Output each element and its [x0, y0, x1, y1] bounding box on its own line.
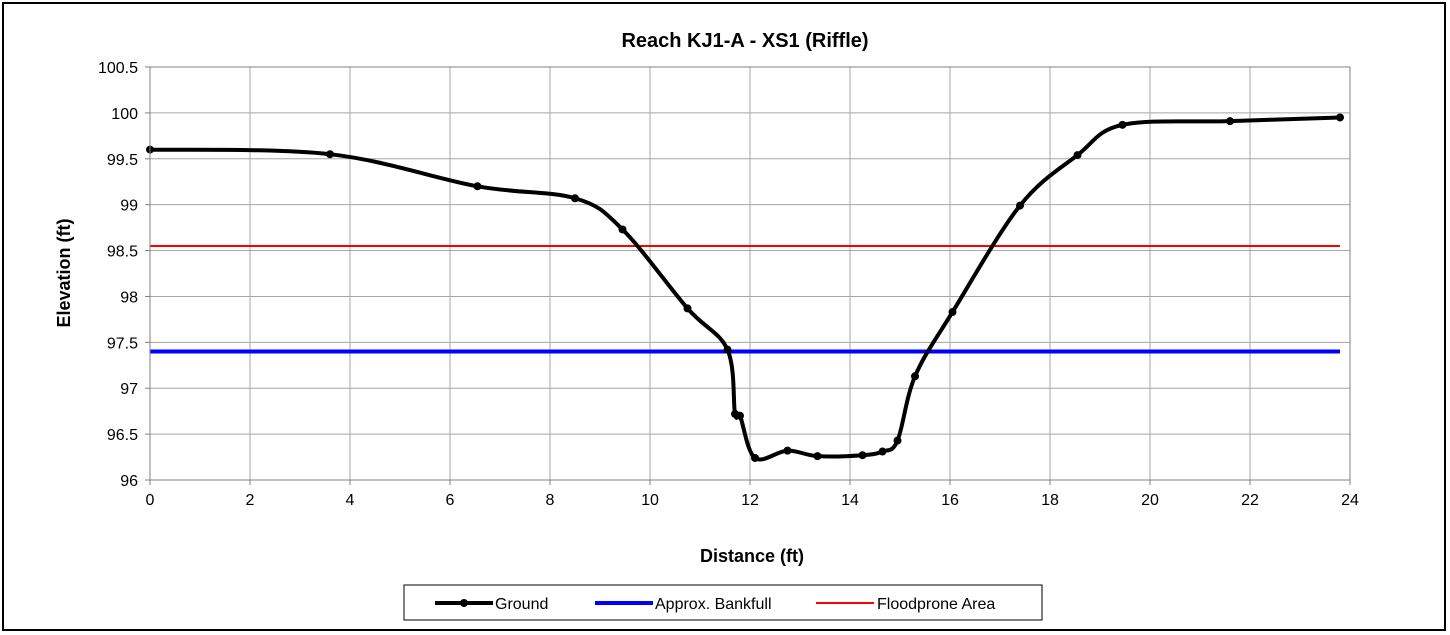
- x-tick-label: 22: [1241, 492, 1259, 509]
- data-point-ground: [813, 452, 822, 461]
- x-tick-label: 18: [1041, 492, 1059, 509]
- data-point-ground: [736, 411, 744, 420]
- legend-item-ground: Ground: [435, 596, 548, 613]
- y-tick-label: 98: [120, 289, 138, 306]
- legend: Ground Approx. Bankfull Floodprone Area: [403, 584, 1043, 621]
- legend-item-bankfull: Approx. Bankfull: [595, 596, 772, 613]
- data-point-ground: [878, 447, 887, 456]
- x-tick-label: 16: [941, 492, 959, 509]
- data-point-ground: [683, 304, 692, 313]
- series-lines: [146, 113, 1344, 462]
- legend-label-floodprone: Floodprone Area: [877, 596, 995, 613]
- legend-label-bankfull: Approx. Bankfull: [655, 596, 772, 613]
- data-point-ground: [723, 345, 732, 354]
- data-point-ground: [948, 308, 957, 317]
- data-point-ground: [1226, 117, 1234, 126]
- y-tick-label: 97.5: [107, 335, 138, 352]
- x-tick-label: 6: [446, 492, 455, 509]
- y-tick-label: 99.5: [107, 152, 138, 169]
- legend-box: [403, 584, 1043, 621]
- data-point-ground: [1336, 113, 1344, 122]
- x-tick-label: 20: [1141, 492, 1159, 509]
- legend-item-floodprone: Floodprone Area: [816, 596, 995, 613]
- y-tick-label: 100.5: [98, 60, 138, 77]
- data-point-ground: [473, 182, 482, 191]
- y-tick-label: 97: [120, 381, 138, 398]
- data-point-ground: [571, 194, 579, 203]
- data-point-ground: [1073, 151, 1082, 160]
- x-tick-label: 14: [841, 492, 859, 509]
- data-point-ground: [751, 453, 759, 462]
- x-tick-label: 12: [741, 492, 759, 509]
- legend-label-ground: Ground: [495, 596, 548, 613]
- y-tick-label: 96.5: [107, 427, 138, 444]
- data-point-ground: [858, 451, 867, 460]
- y-tick-label: 99: [120, 198, 138, 215]
- y-tick-label: 96: [120, 473, 138, 490]
- data-point-ground: [326, 150, 334, 159]
- y-axis-title: Elevation (ft): [54, 218, 74, 327]
- data-point-ground: [893, 436, 902, 445]
- x-tick-label: 10: [641, 492, 659, 509]
- x-tick-label: 0: [146, 492, 155, 509]
- x-tick-label: 2: [246, 492, 255, 509]
- x-axis-ticks: 0 2 4 6 8 10 12 14 16 18 20 22 24: [146, 480, 1359, 509]
- y-tick-label: 98.5: [107, 244, 138, 261]
- series-line-ground: [149, 115, 1341, 462]
- y-tick-label: 100: [111, 106, 138, 123]
- chart-title: Reach KJ1-A - XS1 (Riffle): [621, 30, 868, 52]
- x-axis-title: Distance (ft): [700, 546, 804, 566]
- data-point-ground: [911, 372, 919, 381]
- y-axis-ticks: 96 96.5 97 97.5 98 98.5 99 99.5 100 100.5: [98, 60, 150, 490]
- data-point-ground: [1016, 201, 1024, 210]
- legend-marker-ground: [460, 599, 468, 607]
- x-tick-label: 8: [546, 492, 555, 509]
- data-point-ground: [783, 446, 792, 455]
- x-tick-label: 4: [346, 492, 355, 509]
- x-tick-label: 24: [1341, 492, 1359, 509]
- data-point-ground: [1118, 120, 1127, 129]
- data-point-ground: [618, 225, 627, 234]
